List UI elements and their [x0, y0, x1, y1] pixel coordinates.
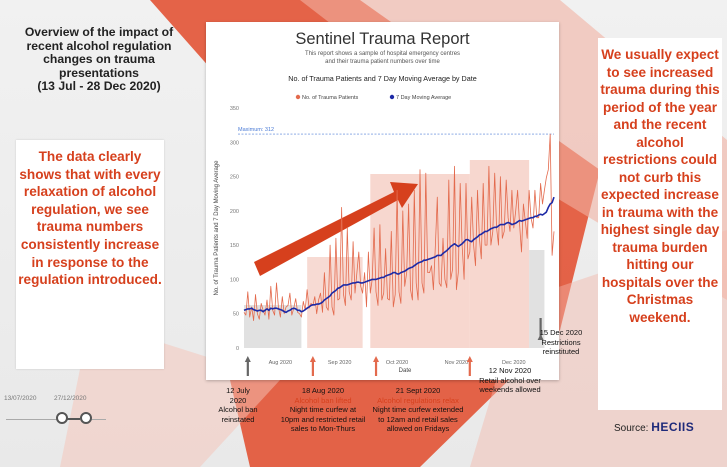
- annotation-2-event: Alcohol ban lifted: [294, 395, 352, 405]
- report-subtitle: This report shows a sample of hospital e…: [206, 50, 559, 66]
- left-callout-box: [16, 140, 164, 369]
- event-arrowhead-3: [373, 356, 380, 362]
- y-axis-label: No. of Trauma Patients and 7 Day Moving …: [214, 160, 220, 296]
- source-label: Source:: [614, 423, 649, 434]
- annotation-3-detail: Night time curfew extended to 12am and r…: [372, 405, 464, 433]
- annotation-2: 18 Aug 2020 Alcohol ban lifted Night tim…: [280, 386, 366, 434]
- y-tick-label: 350: [230, 106, 239, 112]
- date-slider-range: [62, 418, 80, 420]
- y-tick-label: 300: [230, 140, 239, 146]
- annotation-1: 12 July 2020 Alcohol ban reinstated: [218, 386, 258, 424]
- chart-title: No. of Trauma Patients and 7 Day Moving …: [288, 74, 477, 83]
- annotation-4: 12 Nov 2020 Retail alcohol over weekends…: [470, 366, 550, 395]
- x-axis-label: Date: [399, 368, 412, 374]
- annotation-4-date: 12 Nov 2020: [488, 366, 532, 375]
- annotation-1-event: Alcohol ban reinstated: [218, 405, 258, 424]
- x-tick-label: Aug 2020: [269, 360, 293, 366]
- phase-band-4: [469, 160, 530, 348]
- y-tick-label: 50: [233, 312, 239, 318]
- source-name: HECIIS: [651, 420, 695, 434]
- x-tick-label: Nov 2020: [445, 360, 469, 366]
- trend-arrow: [254, 182, 418, 276]
- annotation-5: 15 Dec 2020 Restrictions reinstituted: [534, 328, 588, 357]
- date-slider-start-handle[interactable]: [56, 412, 68, 424]
- y-tick-label: 150: [230, 243, 239, 249]
- series-line-average: [243, 196, 555, 314]
- annotation-2-date: 18 Aug 2020: [301, 386, 345, 395]
- y-tick-label: 250: [230, 175, 239, 181]
- y-tick-label: 100: [230, 277, 239, 283]
- report-subtitle-line2: and their trauma patient numbers over ti…: [325, 59, 440, 65]
- annotation-5-event: Restrictions reinstituted: [541, 337, 581, 357]
- overview-title: Overview of the impact of recent alcohol…: [6, 25, 192, 94]
- date-slider-end-handle[interactable]: [80, 412, 92, 424]
- trauma-chart: 0 50 100 150 200 250 300 350 No. of Trauma Patie…: [214, 94, 555, 376]
- y-tick-label: 200: [230, 209, 239, 215]
- annotation-3: 21 Sept 2020 Alcohol regulations relax N…: [370, 386, 466, 434]
- slider-end-date: 27/12/2020: [54, 395, 87, 402]
- annotation-3-event: Alcohol regulations relax: [377, 395, 459, 405]
- x-tick-label: Oct 2020: [386, 360, 408, 366]
- slider-start-date: 13/07/2020: [4, 395, 37, 402]
- event-arrowhead-2: [309, 356, 316, 362]
- legend-daily-swatch: [295, 94, 301, 100]
- event-arrowhead-5: [537, 334, 544, 340]
- annotation-4-event: Retail alcohol over weekends allowed: [479, 375, 541, 395]
- annotation-1-date: 12 July 2020: [226, 386, 250, 405]
- y-tick-label: 0: [236, 346, 239, 352]
- right-callout-box: [598, 38, 722, 410]
- report-subtitle-line1: This report shows a sample of hospital e…: [304, 51, 461, 57]
- overview-date-range: (13 Jul - 28 Dec 2020): [37, 79, 161, 94]
- x-tick-label: Dec 2020: [502, 360, 526, 366]
- report-title: Sentinel Trauma Report: [295, 30, 470, 48]
- right-callout-text: We usually expect to see increased traum…: [600, 47, 720, 325]
- annotation-5-date: 15 Dec 2020: [539, 328, 583, 337]
- max-line-label: Maximum: 312: [238, 127, 274, 133]
- event-arrowhead-1: [244, 356, 251, 362]
- legend-average-label: 7 Day Moving Average: [396, 95, 451, 101]
- overview-title-text: Overview of the impact of recent alcohol…: [24, 25, 174, 80]
- annotation-2-detail: Night time curfew at 10pm and restricted…: [280, 405, 366, 433]
- x-tick-label: Sep 2020: [328, 360, 352, 366]
- event-arrowhead-4: [466, 356, 473, 362]
- left-callout-text: The data clearly shows that with every r…: [18, 149, 162, 288]
- series-line-daily: [243, 133, 555, 322]
- legend-average-swatch: [389, 94, 395, 100]
- legend-daily-label: No. of Trauma Patients: [302, 95, 358, 101]
- source-credit: Source: HECIIS: [614, 420, 694, 434]
- annotation-3-date: 21 Sept 2020: [395, 386, 441, 395]
